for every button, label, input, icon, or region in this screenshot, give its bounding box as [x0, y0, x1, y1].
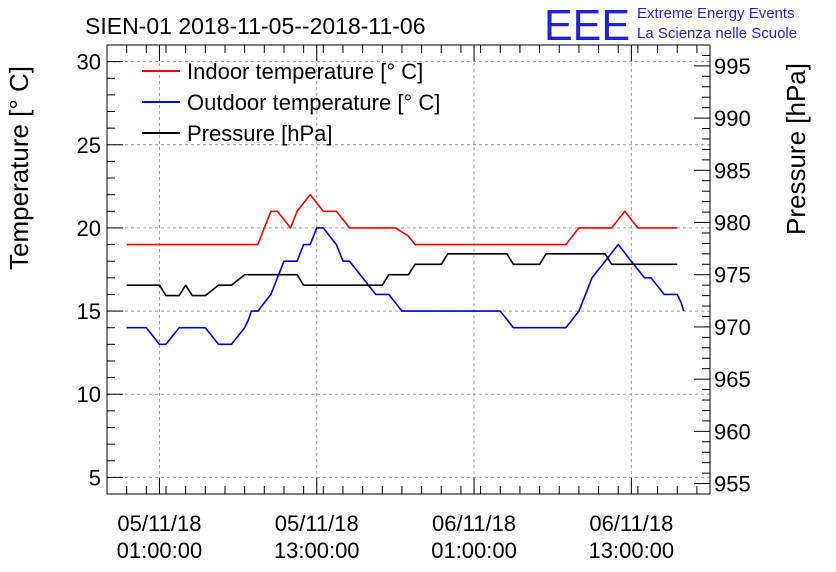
y2-tick-label: 960	[714, 419, 751, 444]
y2-axis-title: Pressure [hPa]	[781, 63, 811, 235]
legend-label-outdoor: Outdoor temperature [° C]	[187, 90, 440, 115]
x-tick-label-date: 06/11/18	[589, 511, 673, 536]
y-tick-label: 10	[77, 382, 101, 407]
x-tick-label-date: 06/11/18	[432, 511, 516, 536]
legend-label-pressure: Pressure [hPa]	[187, 121, 333, 146]
y2-tick-label: 990	[714, 106, 751, 131]
y-tick-label: 5	[89, 465, 101, 490]
eee-logo-mark: EEE	[544, 1, 630, 50]
legend: Indoor temperature [° C] Outdoor tempera…	[142, 59, 440, 146]
y2-tick-label: 965	[714, 367, 751, 392]
series-indoor-temperature	[126, 193, 678, 246]
y-tick-label: 20	[77, 216, 101, 241]
x-tick-label-time: 01:00:00	[117, 538, 203, 563]
x-tick-label-time: 13:00:00	[274, 538, 360, 563]
y-axis-title: Temperature [° C]	[4, 66, 34, 270]
logo-line-1: Extreme Energy Events	[637, 5, 795, 22]
logo-line-2: La Scienza nelle Scuole	[637, 25, 797, 42]
series-group	[126, 193, 685, 346]
series-outdoor-temperature	[126, 227, 685, 346]
y2-tick-label: 975	[714, 263, 751, 288]
x-tick-label-date: 05/11/18	[117, 511, 201, 536]
chart-title: SIEN-01 2018-11-05--2018-11-06	[85, 13, 426, 39]
y-tick-label: 25	[77, 133, 101, 158]
axes: 05/11/1801:00:0005/11/1813:00:0006/11/18…	[77, 44, 751, 563]
series-pressure	[126, 253, 678, 297]
y2-tick-label: 955	[714, 472, 751, 497]
plot-frame	[106, 44, 711, 495]
y2-tick-label: 980	[714, 211, 751, 236]
x-tick-label-time: 13:00:00	[589, 538, 675, 563]
y2-tick-label: 995	[714, 54, 751, 79]
legend-label-indoor: Indoor temperature [° C]	[187, 59, 423, 84]
y2-tick-label: 970	[714, 315, 751, 340]
x-tick-label-time: 01:00:00	[431, 538, 517, 563]
x-tick-label-date: 05/11/18	[275, 511, 359, 536]
y-tick-label: 15	[77, 299, 101, 324]
y-tick-label: 30	[77, 50, 101, 75]
y2-tick-label: 985	[714, 158, 751, 183]
